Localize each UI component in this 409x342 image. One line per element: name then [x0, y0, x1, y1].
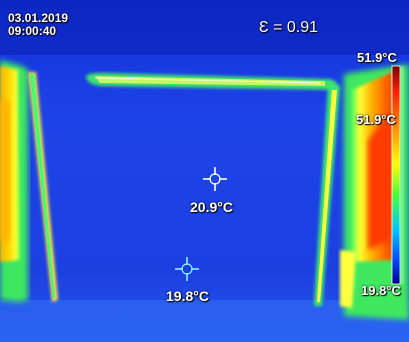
right-frame-post [314, 86, 340, 306]
spot-temperature-label: 20.9°C [190, 199, 233, 215]
left-warm-panel [0, 60, 58, 302]
emissivity-readout: Ɛ = 0.91 [259, 19, 319, 36]
scale-max-label: 51.9°C [357, 50, 397, 65]
spot-temperature-label: 19.8°C [166, 288, 209, 304]
capture-date: 03.01.2019 [8, 11, 69, 25]
color-scale-bar [391, 65, 401, 285]
spot-marker-crosshair-icon[interactable] [203, 167, 227, 191]
scale-min-label: 19.8°C [361, 283, 401, 298]
top-warm-bar [86, 72, 339, 90]
spot-marker-crosshair-icon[interactable] [175, 257, 199, 281]
capture-time: 09:00:40 [8, 24, 57, 38]
scale-mid-label: 51.9°C [356, 112, 396, 127]
